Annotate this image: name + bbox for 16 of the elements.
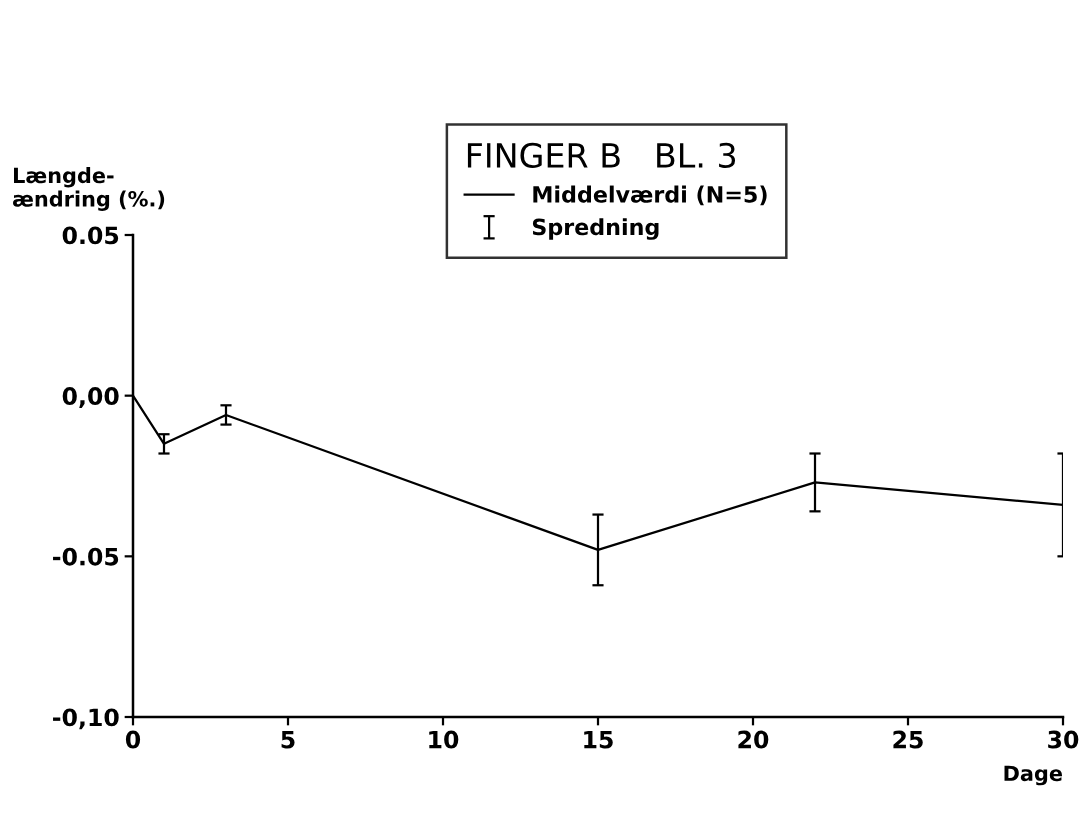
y-tick-label: -0.05 (53, 547, 119, 566)
annotation: Spredning (532, 218, 659, 240)
y-axis-title: Længde- ændring (%.) (13, 167, 165, 211)
chart-title: FINGER B BL. 3 (467, 142, 736, 168)
y-tick-label: 0,00 (62, 387, 119, 408)
x-axis-title: Dage (1004, 765, 1062, 786)
y-tick-label: 0.05 (62, 226, 119, 245)
x-tick-label: 10 (429, 730, 459, 749)
x-tick-label: 15 (584, 730, 613, 749)
y-tick-label: -0,10 (53, 708, 119, 730)
x-tick-label: 25 (893, 730, 923, 749)
x-tick-label: 0 (125, 730, 141, 749)
legend-label: Middelværdi (N=5) (533, 185, 767, 206)
x-tick-label: 5 (281, 730, 295, 749)
x-tick-label: 20 (738, 730, 769, 749)
x-tick-label: 30 (1048, 730, 1079, 749)
